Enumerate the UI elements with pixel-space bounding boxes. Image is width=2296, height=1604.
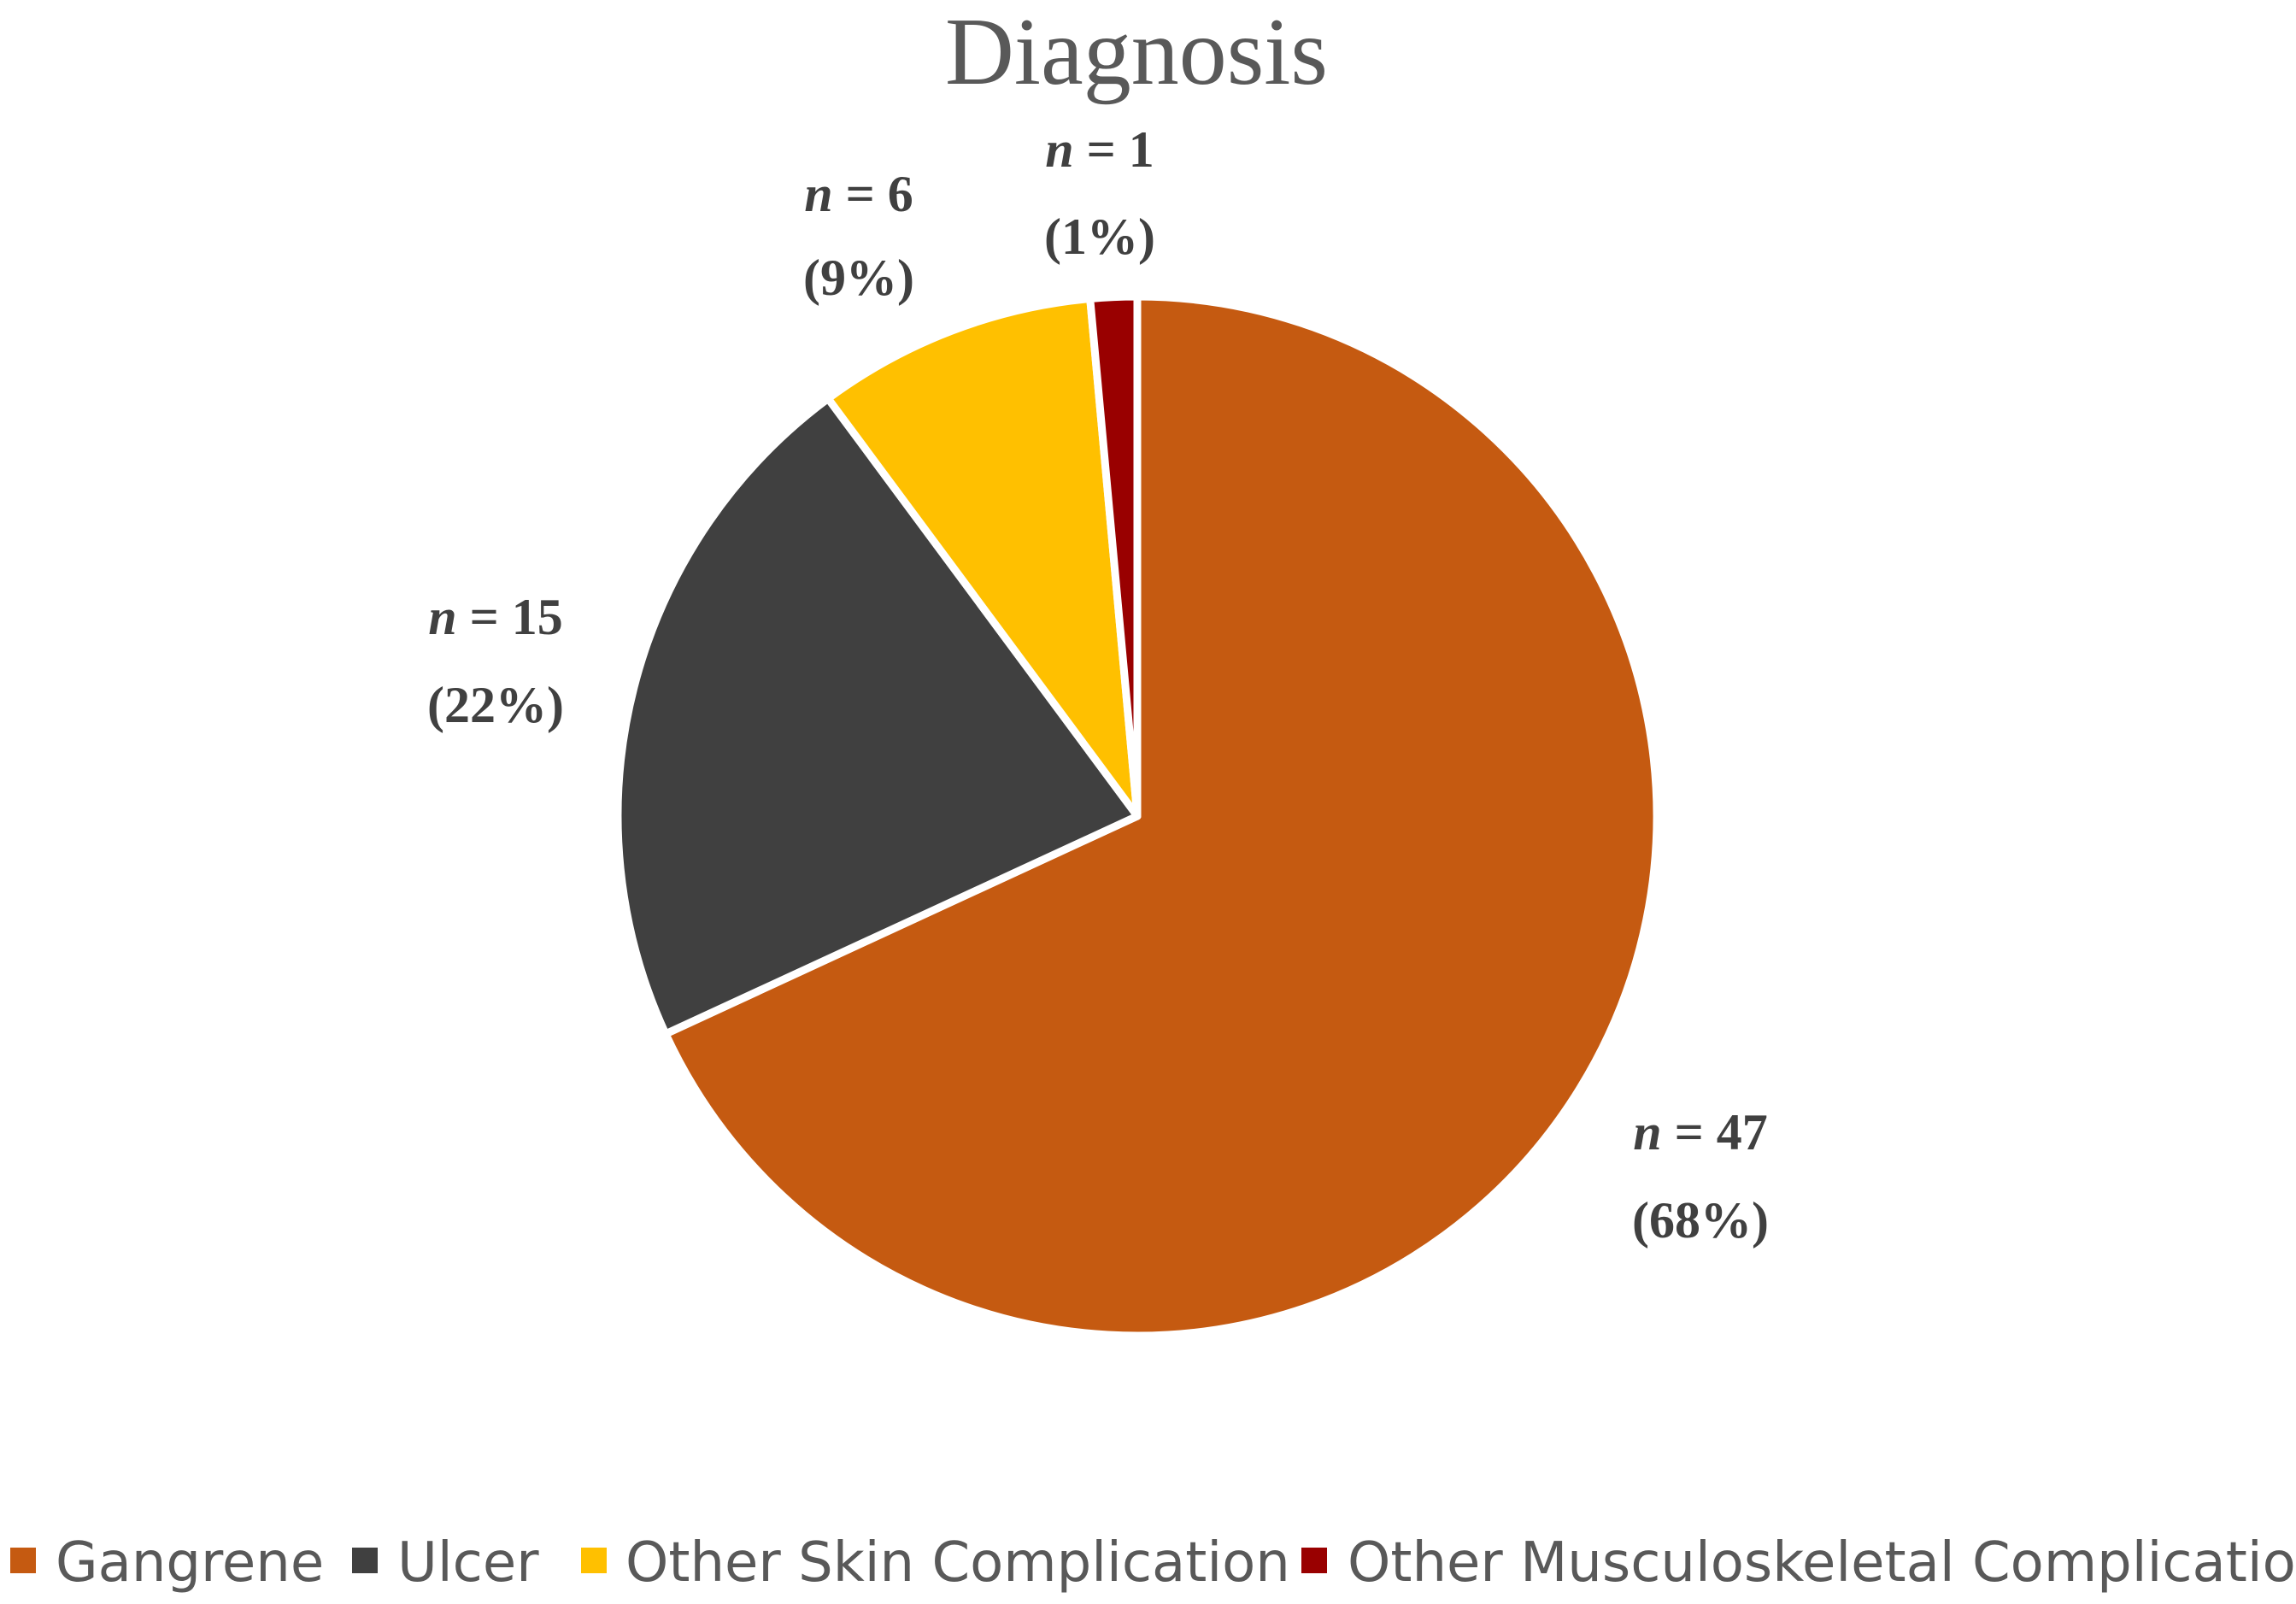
legend-swatch-ulcer [352,1548,378,1573]
data-label-percent-other-musculoskeletal-complication: (1%) [1044,209,1155,265]
data-label-count-gangrene: n = 47 [1633,1104,1768,1160]
pie-slices [614,292,1661,1340]
data-label-count-other-musculoskeletal-complication: n = 1 [1045,121,1154,178]
data-label-count-other-skin-complication: n = 6 [804,166,913,222]
chart-title: Diagnosis [945,0,1328,105]
data-label-percent-gangrene: (68%) [1632,1192,1769,1249]
pie-slice-ulcer [614,394,1142,1038]
legend-swatch-other-musculoskeletal-complication [1301,1548,1327,1573]
pie-slice-gangrene [661,292,1661,1340]
legend-label-gangrene: Gangrene [56,1531,324,1595]
legend-label-other-skin-complication: Other Skin Complication [625,1531,1290,1595]
legend-swatch-other-skin-complication [581,1548,607,1573]
legend: Gangrene Ulcer Other Skin Complication Othe… [10,1531,2296,1595]
data-label-percent-other-skin-complication: (9%) [803,250,914,306]
legend-swatch-gangrene [10,1548,36,1573]
pie-slice-other-skin-complication [824,295,1142,820]
data-labels: n = 47 (68%) n = 15 (22%) n = 6 (9%) n = 1 (1%) [427,121,1769,1249]
data-label-percent-ulcer: (22%) [427,677,564,733]
pie-slice-other-musculoskeletal-complication [1086,292,1142,820]
legend-label-ulcer: Ulcer [397,1531,539,1595]
legend-label-other-musculoskeletal-complication: Other Musculoskeletal Complication [1348,1531,2296,1595]
data-label-count-ulcer: n = 15 [428,589,563,645]
